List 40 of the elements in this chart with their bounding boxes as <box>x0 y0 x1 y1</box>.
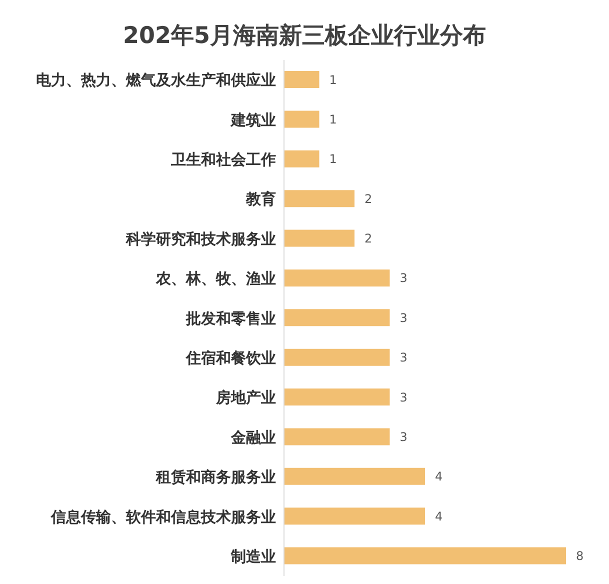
data-label: 1 <box>329 152 337 166</box>
bar <box>284 269 390 286</box>
data-label: 3 <box>400 430 408 444</box>
data-label: 2 <box>364 232 372 246</box>
y-tick-label: 批发和零售业 <box>185 309 276 328</box>
bar <box>284 230 354 247</box>
data-label: 8 <box>576 549 584 564</box>
data-label: 1 <box>329 112 337 126</box>
bar <box>284 309 390 326</box>
data-label: 4 <box>435 509 443 524</box>
y-tick-label: 卫生和社会工作 <box>170 150 276 169</box>
bar <box>284 71 320 88</box>
data-label: 3 <box>400 310 408 325</box>
y-tick-label: 建筑业 <box>230 110 276 129</box>
bar <box>284 547 566 564</box>
data-label: 2 <box>364 192 372 206</box>
y-tick-label: 制造业 <box>230 547 276 566</box>
y-tick-label: 科学研究和技术服务业 <box>125 230 276 248</box>
bar <box>284 348 390 366</box>
bar <box>284 150 320 168</box>
y-tick-label: 电力、热力、燃气及水生产和供应业 <box>36 71 276 90</box>
chart-title: 202年5月海南新三板企业行业分布 <box>122 22 487 51</box>
y-tick-label: 金融业 <box>230 428 276 446</box>
bar <box>284 468 425 485</box>
bar <box>284 388 390 406</box>
y-tick-label: 教育 <box>245 190 276 208</box>
y-tick-label: 住宿和餐饮业 <box>185 349 276 368</box>
bar <box>284 428 390 446</box>
data-label: 3 <box>400 390 408 404</box>
data-label: 4 <box>435 470 443 484</box>
data-label: 3 <box>400 271 408 286</box>
bar <box>284 508 425 525</box>
bar <box>284 190 354 208</box>
y-tick-label: 农、林、牧、渔业 <box>155 270 276 288</box>
y-tick-label: 租赁和商务服务业 <box>155 468 276 486</box>
bar <box>284 110 320 128</box>
data-label: 1 <box>329 72 337 87</box>
y-tick-label: 信息传输、软件和信息技术服务业 <box>50 508 276 526</box>
data-label: 3 <box>400 350 408 365</box>
y-tick-label: 房地产业 <box>215 388 276 407</box>
